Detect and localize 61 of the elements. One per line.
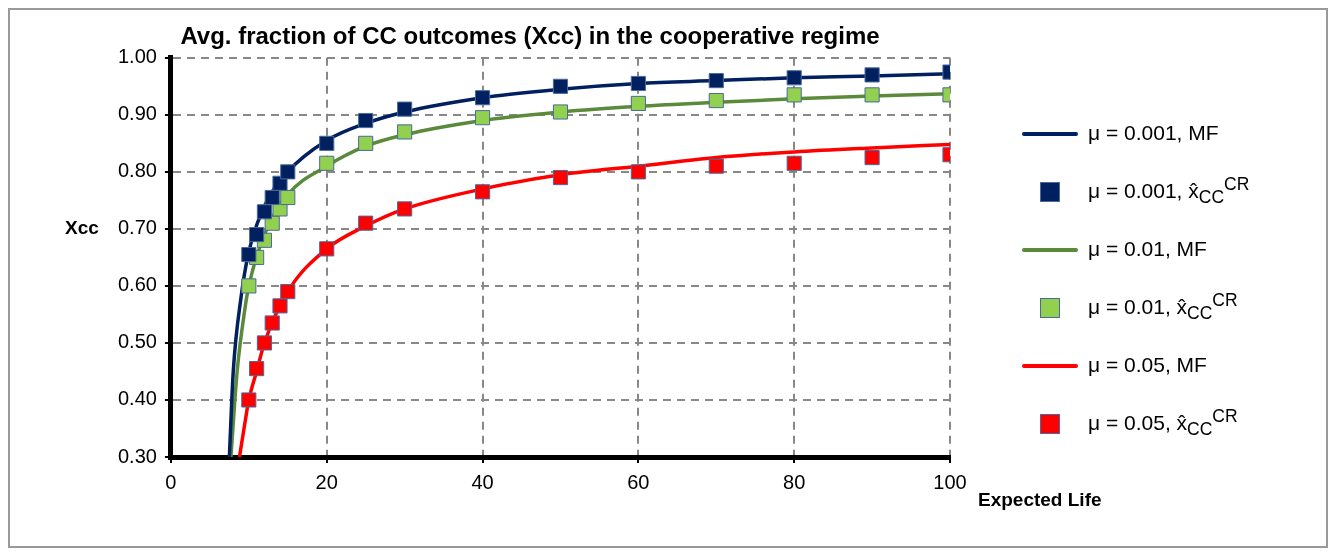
y-tick-label: 0.70 (117, 216, 157, 239)
point (786, 70, 802, 86)
point (280, 284, 296, 300)
point (708, 93, 724, 109)
point (264, 215, 280, 231)
point (630, 164, 646, 180)
legend-label: μ = 0.05, MF (1088, 353, 1207, 377)
point (319, 241, 335, 257)
y-tick-label: 0.40 (117, 387, 157, 410)
x-tick-label: 0 (165, 470, 177, 493)
point (474, 110, 491, 126)
point (272, 298, 288, 314)
point (474, 90, 491, 106)
y-tick-label: 1.00 (117, 45, 157, 68)
point (552, 78, 569, 94)
y-tick-label: 0.50 (117, 330, 157, 353)
point (552, 169, 569, 186)
point (552, 104, 569, 120)
point (249, 227, 265, 243)
point (280, 189, 296, 206)
point (864, 67, 880, 83)
point (256, 204, 272, 220)
point (708, 73, 724, 89)
x-axis-title: Expected Life (978, 489, 1102, 511)
x-tick-label: 60 (627, 470, 650, 493)
point (256, 335, 272, 351)
point (864, 150, 880, 166)
point (264, 189, 280, 206)
y-tick-label: 0.80 (117, 159, 157, 182)
y-axis-title: Xcc (65, 217, 100, 239)
point (264, 315, 280, 331)
point (474, 184, 491, 200)
x-tick-label: 20 (315, 470, 338, 493)
point (864, 87, 880, 103)
legend-label: μ = 0.01, MF (1088, 237, 1207, 261)
point (319, 135, 335, 151)
y-tick-label: 0.60 (117, 273, 157, 296)
point (397, 124, 413, 140)
point (241, 278, 257, 294)
point (241, 246, 257, 263)
point (358, 135, 374, 151)
point (249, 361, 265, 377)
point (630, 75, 646, 92)
y-tick-label: 0.30 (117, 444, 157, 467)
y-tick-label: 0.90 (117, 102, 157, 125)
point (397, 101, 413, 117)
x-tick-label: 80 (783, 470, 806, 493)
chart-title: Avg. fraction of CC outcomes (Xcc) in the cooperative regime (180, 22, 880, 50)
point (397, 201, 413, 217)
x-tick-label: 100 (933, 470, 967, 493)
point (358, 112, 374, 129)
point (630, 95, 646, 111)
point (786, 87, 802, 103)
legend-label: μ = 0.001, MF (1088, 121, 1219, 145)
point (358, 215, 374, 231)
point (241, 392, 257, 408)
point (786, 155, 802, 171)
point (319, 155, 335, 171)
point (280, 164, 296, 180)
x-tick-label: 40 (471, 470, 494, 493)
point (708, 158, 724, 174)
